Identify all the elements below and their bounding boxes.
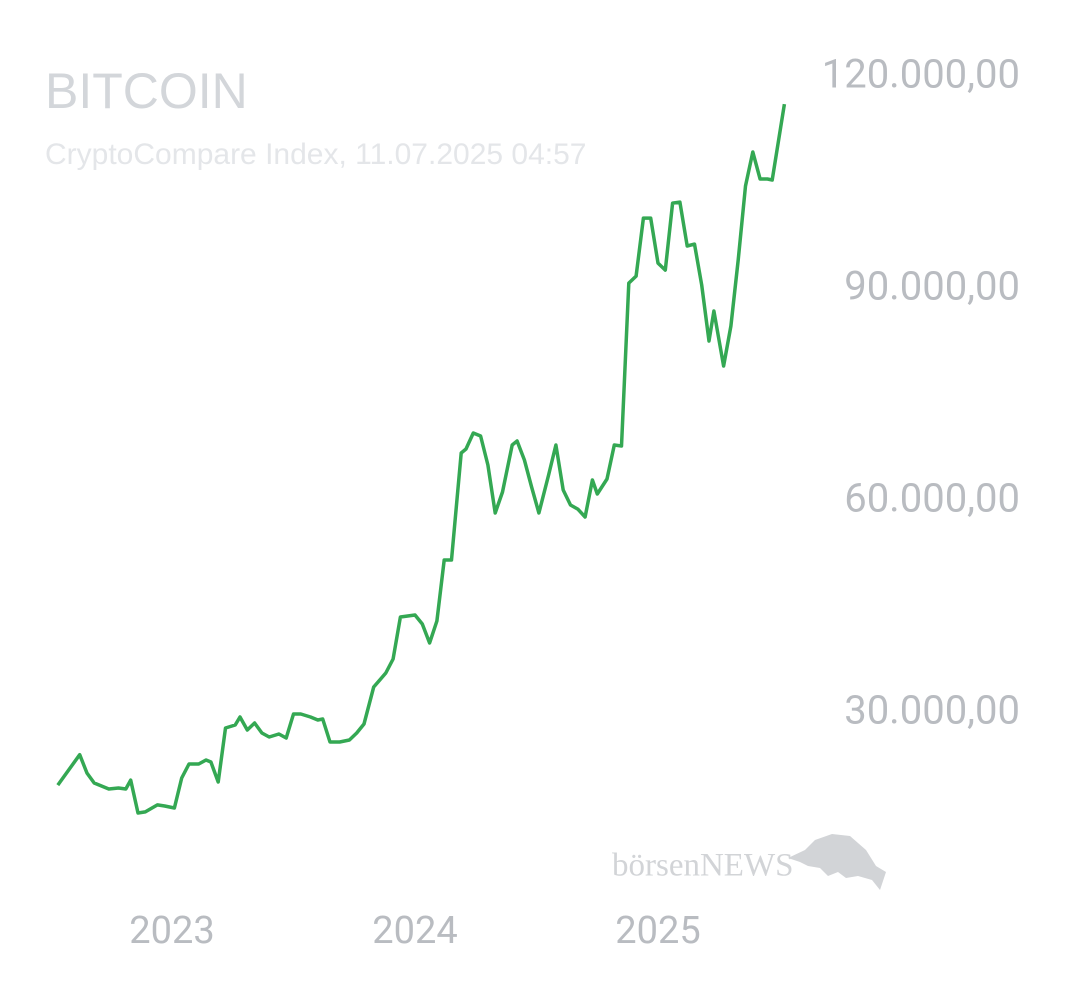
y-tick-label: 30.000,00: [844, 687, 1020, 734]
price-line: [56, 103, 787, 815]
x-tick-label: 2023: [129, 909, 214, 953]
y-tick-label: 90.000,00: [844, 263, 1020, 310]
chart-subtitle: CryptoCompare Index, 11.07.2025 04:57: [45, 138, 586, 171]
y-tick-label: 60.000,00: [844, 475, 1020, 522]
watermark-bull: [788, 834, 886, 890]
x-tick-label: 2024: [372, 909, 457, 953]
y-tick-label: 120.000,00: [822, 51, 1020, 98]
chart-title: BITCOIN: [45, 63, 248, 119]
x-tick-label: 2025: [615, 909, 700, 953]
watermark: börsenNEWS: [612, 848, 793, 884]
